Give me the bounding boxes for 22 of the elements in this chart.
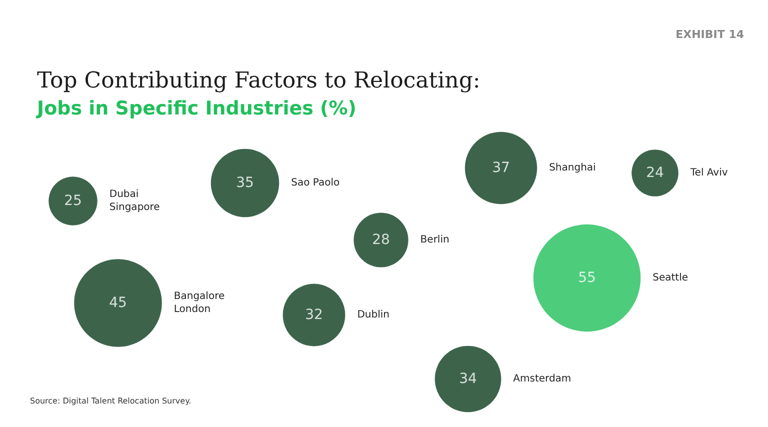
category-label: Seattle xyxy=(652,272,688,284)
category-label: Dubai Singapore xyxy=(109,189,160,213)
data-label: 28 xyxy=(372,232,390,248)
data-label: 25 xyxy=(64,193,82,209)
category-label: Shanghai xyxy=(549,162,596,174)
category-label: Berlin xyxy=(420,234,450,246)
source-note: Source: Digital Talent Relocation Survey. xyxy=(30,396,192,406)
category-label: Bangalore London xyxy=(174,291,225,315)
text: EXHIBIT 14 xyxy=(676,28,744,41)
category-label: Dublin xyxy=(357,310,390,320)
data-label: 35 xyxy=(236,175,254,191)
text: Jobs in Specific Industries (%) xyxy=(35,98,356,120)
data-label: 45 xyxy=(109,295,127,311)
data-label: 24 xyxy=(646,165,664,181)
category-label: Amsterdam xyxy=(513,374,572,384)
data-label: 32 xyxy=(305,307,323,323)
text: Top Contributing Factors to Relocating: xyxy=(37,68,480,94)
data-label: 37 xyxy=(492,160,510,176)
data-label: 34 xyxy=(459,371,477,387)
category-label: Tel Aviv xyxy=(689,168,728,178)
category-label: Sao Paolo xyxy=(291,178,340,188)
data-label: 55 xyxy=(578,270,596,286)
